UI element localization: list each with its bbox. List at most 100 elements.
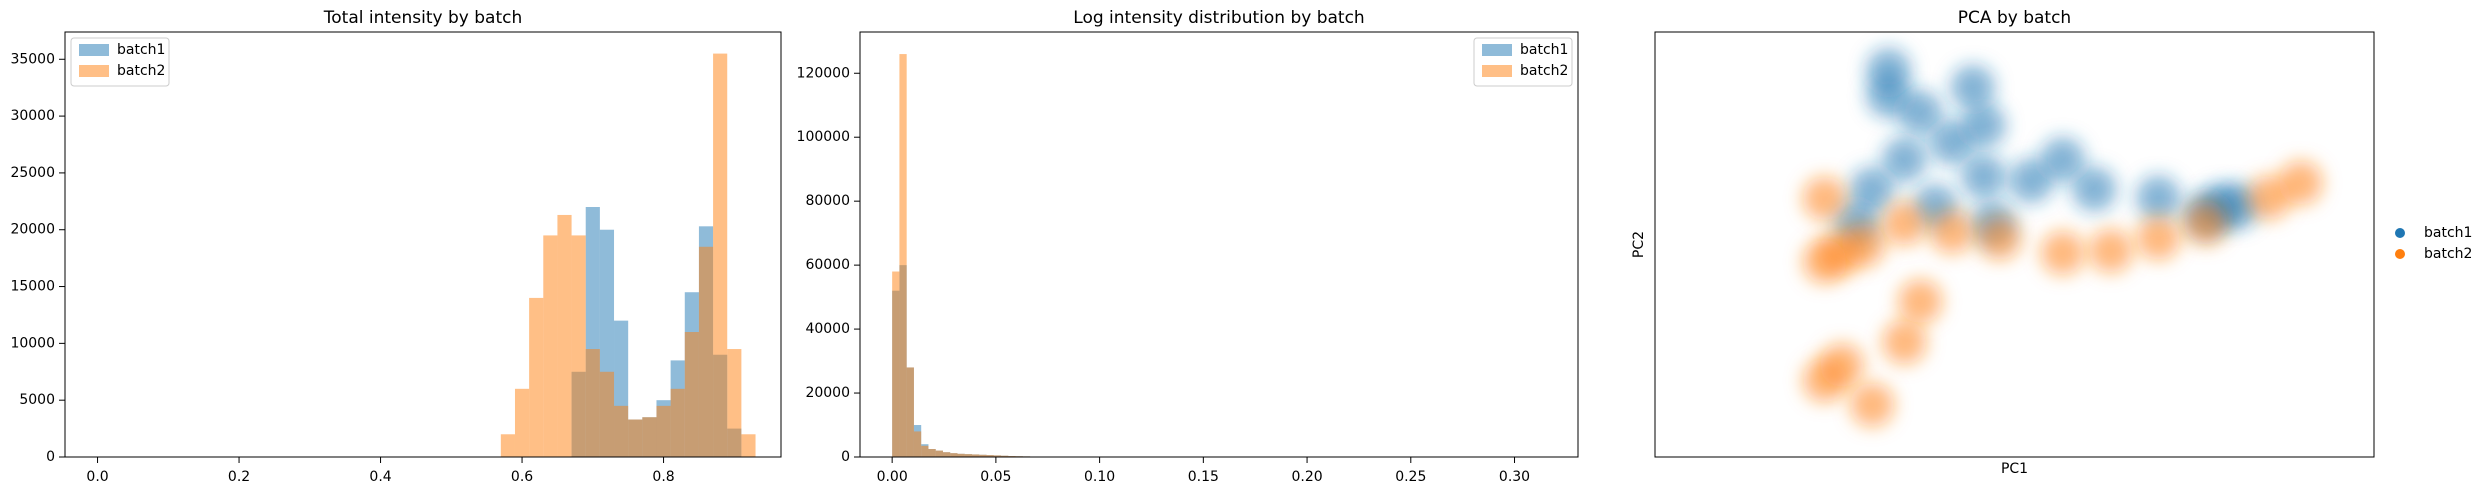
x-tick-label: 0.25	[1395, 469, 1426, 485]
point-cloud	[1977, 216, 2022, 261]
point-cloud	[1961, 103, 2006, 148]
y-tick-label: 20000	[805, 385, 850, 401]
x-tick-label: 0.00	[877, 469, 908, 485]
legend-swatch	[1482, 65, 1512, 77]
x-tick-label: 0.2	[228, 469, 250, 485]
legend-swatch	[79, 44, 109, 56]
y-tick-label: 60000	[805, 257, 850, 273]
x-tick-label: 0.05	[980, 469, 1011, 485]
hist-bar	[656, 405, 671, 457]
hist-bar	[921, 445, 929, 457]
point-cloud	[1802, 176, 1847, 221]
point-cloud	[1866, 48, 1911, 93]
y-tick-label: 40000	[805, 321, 850, 337]
y-tick-label: 5000	[19, 392, 55, 408]
chart-title: Total intensity by batch	[323, 8, 522, 28]
hist-bar	[529, 297, 544, 457]
hist-bar	[928, 449, 936, 457]
hist-bar	[713, 53, 728, 457]
point-cloud	[1950, 65, 1995, 110]
hist-bar	[628, 419, 643, 457]
legend-marker	[2395, 249, 2405, 259]
y-tick-label: 15000	[10, 279, 55, 295]
legend-label: batch2	[1520, 63, 1568, 79]
y-tick-label: 80000	[805, 193, 850, 209]
y-tick-label: 120000	[797, 65, 850, 81]
hist-bar	[599, 371, 615, 457]
legend-label: batch2	[2424, 246, 2472, 262]
hist-bar	[950, 453, 958, 457]
y-tick-label: 20000	[10, 222, 55, 238]
point-cloud	[1850, 382, 1895, 427]
hist-bar	[892, 271, 900, 457]
hist-bar	[986, 455, 994, 457]
point-cloud	[1898, 279, 1943, 324]
hist-bar	[642, 417, 657, 457]
x-axis-label: PC1	[2001, 461, 2028, 477]
hist-bar	[1001, 455, 1009, 457]
point-cloud	[1882, 137, 1927, 182]
y-tick-label: 25000	[10, 165, 55, 181]
point-cloud	[1850, 167, 1895, 212]
hist-bar	[557, 214, 572, 457]
hist-bar	[571, 235, 586, 457]
y-tick-label: 35000	[10, 51, 55, 67]
hist-bar	[979, 454, 987, 457]
point-cloud	[2040, 231, 2085, 275]
x-tick-label: 0.0	[86, 469, 108, 485]
chart-title: Log intensity distribution by batch	[1073, 8, 1364, 28]
point-cloud	[2072, 167, 2117, 212]
hist-bar	[935, 450, 943, 457]
x-tick-label: 0.6	[511, 469, 533, 485]
plot-area	[892, 54, 1038, 457]
point-cloud	[1819, 343, 1864, 388]
point-cloud	[1961, 154, 2006, 199]
hist-bar	[543, 235, 558, 457]
hist-bar	[906, 367, 914, 457]
hist-bar	[957, 453, 965, 457]
y-tick-label: 0	[46, 449, 55, 465]
legend-label: batch1	[2424, 225, 2472, 241]
hist-bar	[585, 349, 600, 457]
axes-frame	[64, 31, 782, 458]
y-tick-label: 0	[841, 449, 850, 465]
point-cloud	[2136, 216, 2181, 261]
hist-bar	[698, 246, 714, 457]
hist-bar	[684, 332, 699, 457]
y-tick-label: 30000	[10, 108, 55, 124]
x-tick-label: 0.20	[1291, 469, 1322, 485]
hist-bar	[913, 431, 922, 457]
plot-area	[1802, 48, 2323, 427]
x-tick-label: 0.10	[1084, 469, 1115, 485]
legend-swatch	[1482, 44, 1512, 56]
hist-bar	[741, 434, 756, 457]
x-tick-label: 0.15	[1188, 469, 1219, 485]
x-tick-label: 0.30	[1499, 469, 1530, 485]
point-cloud	[1882, 320, 1927, 365]
hist-bar	[514, 388, 530, 457]
x-tick-label: 0.8	[652, 469, 674, 485]
hist-bar	[614, 405, 629, 457]
y-tick-label: 100000	[797, 129, 850, 145]
hist-bar	[500, 434, 515, 457]
axes-frame	[1654, 31, 2375, 458]
legend-swatch	[79, 65, 109, 77]
chart-title: PCA by batch	[1958, 8, 2071, 28]
hist-bar	[964, 454, 973, 457]
y-axis-label: PC2	[1631, 231, 1647, 258]
legend-label: batch1	[1520, 42, 1568, 58]
legend-label: batch1	[117, 42, 165, 58]
hist-bar	[993, 455, 1002, 457]
point-cloud	[2183, 201, 2228, 246]
point-cloud	[1802, 239, 1847, 284]
x-tick-label: 0.4	[369, 469, 391, 485]
point-cloud	[2278, 160, 2323, 205]
axes-frame	[859, 31, 1579, 458]
hist-bar	[670, 388, 685, 457]
point-cloud	[2009, 158, 2054, 203]
point-cloud	[2136, 175, 2181, 220]
point-cloud	[1898, 90, 1943, 135]
y-tick-label: 10000	[10, 335, 55, 351]
hist-bar	[972, 454, 980, 457]
